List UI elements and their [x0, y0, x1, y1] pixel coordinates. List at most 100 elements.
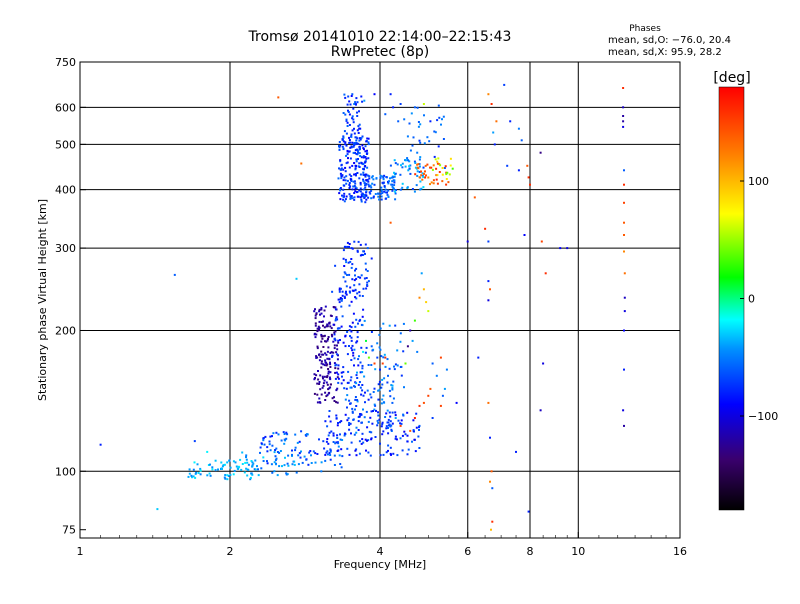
- data-point: [328, 322, 331, 325]
- data-point: [272, 432, 275, 435]
- data-point: [325, 451, 328, 454]
- data-point: [343, 192, 346, 195]
- data-point: [314, 452, 317, 455]
- data-point: [351, 263, 354, 266]
- data-point: [359, 361, 362, 364]
- data-point: [349, 195, 352, 198]
- data-point: [436, 160, 439, 163]
- data-point: [623, 169, 625, 172]
- data-point: [214, 469, 217, 472]
- data-point: [432, 179, 435, 182]
- data-point: [419, 188, 422, 191]
- data-point: [331, 290, 334, 293]
- data-point: [318, 320, 321, 323]
- data-point: [417, 167, 420, 170]
- data-point: [489, 480, 491, 483]
- data-point: [372, 410, 374, 412]
- data-point: [316, 330, 319, 333]
- data-point: [348, 304, 351, 307]
- data-point: [348, 245, 350, 248]
- data-point: [353, 348, 356, 351]
- data-point: [343, 296, 346, 299]
- data-point: [359, 276, 362, 279]
- data-point: [371, 175, 374, 178]
- data-point: [358, 137, 361, 140]
- data-point: [333, 331, 336, 334]
- data-point: [336, 344, 338, 347]
- data-point: [232, 460, 235, 463]
- data-point: [401, 182, 404, 185]
- data-point: [367, 180, 370, 183]
- data-point: [320, 333, 323, 336]
- data-point: [353, 196, 356, 199]
- data-point: [490, 470, 493, 473]
- data-point: [247, 463, 250, 466]
- data-point: [350, 326, 353, 329]
- data-point: [252, 462, 255, 465]
- data-point: [400, 419, 403, 422]
- data-point: [264, 435, 267, 438]
- data-point: [235, 465, 238, 468]
- data-point: [359, 413, 362, 415]
- data-point: [329, 454, 332, 456]
- data-point: [345, 132, 348, 135]
- data-point: [211, 468, 214, 471]
- y-tick-label: 100: [55, 465, 76, 478]
- data-point: [348, 243, 351, 245]
- data-point: [449, 157, 452, 160]
- data-point: [350, 247, 353, 250]
- data-point: [346, 419, 349, 422]
- data-point: [325, 440, 328, 443]
- data-point: [335, 351, 338, 354]
- data-point: [434, 158, 437, 161]
- data-point: [318, 328, 320, 331]
- data-point: [419, 141, 422, 144]
- data-point: [338, 290, 341, 293]
- data-point: [381, 362, 384, 365]
- data-point: [484, 227, 487, 230]
- data-point: [342, 341, 345, 344]
- data-point: [477, 356, 480, 359]
- data-point: [331, 397, 334, 400]
- data-point: [363, 416, 366, 419]
- data-point: [319, 374, 322, 377]
- data-point: [348, 453, 351, 456]
- data-point: [416, 170, 419, 173]
- data-point: [378, 346, 381, 349]
- data-point: [356, 152, 359, 155]
- data-point: [406, 434, 409, 437]
- data-point: [427, 394, 430, 397]
- data-point: [344, 96, 347, 99]
- data-point: [366, 137, 369, 140]
- data-point: [405, 159, 408, 162]
- data-point: [364, 438, 367, 441]
- data-point: [401, 186, 404, 189]
- data-point: [373, 362, 376, 365]
- data-point: [349, 141, 352, 144]
- data-point: [331, 354, 334, 357]
- data-point: [407, 159, 410, 162]
- data-point: [329, 363, 332, 366]
- data-point: [364, 186, 367, 189]
- data-point: [394, 411, 397, 414]
- data-point: [365, 179, 368, 182]
- data-point: [379, 454, 382, 457]
- y-tick-label: 400: [55, 184, 76, 197]
- data-point: [386, 193, 389, 196]
- x-tick-label: 6: [464, 545, 471, 558]
- data-point: [314, 336, 317, 339]
- data-point: [451, 167, 454, 170]
- data-point: [389, 93, 392, 96]
- data-point: [419, 180, 422, 183]
- data-point: [411, 339, 414, 342]
- data-point: [339, 438, 342, 441]
- data-point: [363, 319, 366, 322]
- data-point: [349, 291, 351, 294]
- data-point: [404, 159, 406, 162]
- data-point: [370, 431, 373, 434]
- data-point: [379, 348, 382, 351]
- data-point: [381, 175, 384, 178]
- data-point: [370, 176, 373, 179]
- data-point: [387, 424, 390, 427]
- data-point: [441, 180, 444, 183]
